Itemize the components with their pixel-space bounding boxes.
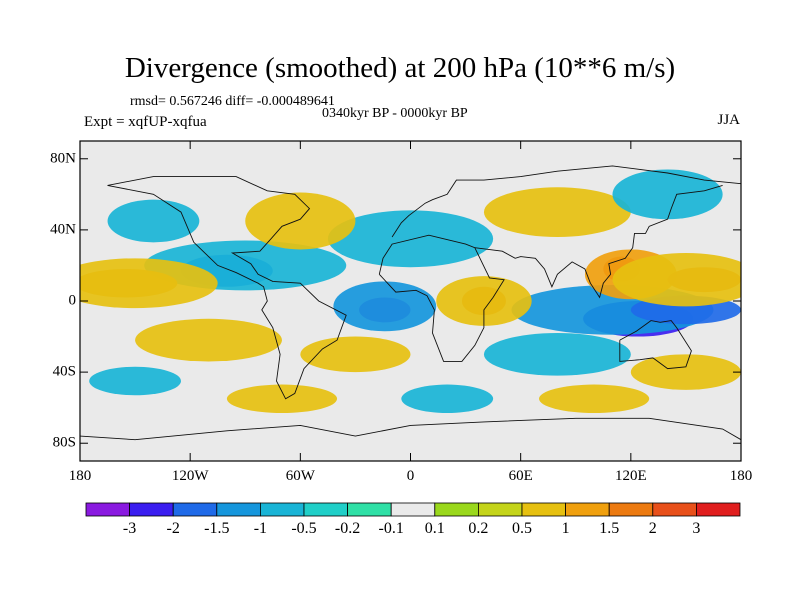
coastline bbox=[80, 417, 741, 441]
experiment-label: Expt = xqfUP-xqfua bbox=[84, 114, 207, 130]
lon-tick-label: 180 bbox=[68, 468, 92, 484]
divergence-blob bbox=[135, 318, 282, 362]
time-period-label: 0340kyr BP - 0000kyr BP bbox=[322, 106, 468, 121]
lon-tick-label: 0 bbox=[406, 468, 415, 484]
divergence-blob bbox=[612, 253, 741, 307]
divergence-blob bbox=[226, 384, 338, 413]
colorbar-swatch bbox=[521, 502, 566, 517]
lon-tick-label: 60E bbox=[508, 468, 533, 484]
axis-ticks bbox=[79, 141, 742, 461]
lon-tick-label: 60W bbox=[285, 468, 315, 484]
colorbar-tick-label: 3 bbox=[692, 520, 701, 537]
colorbar-swatch bbox=[129, 502, 174, 517]
colorbar-swatch bbox=[259, 502, 305, 517]
coastline bbox=[378, 234, 505, 362]
colorbar-swatch bbox=[477, 502, 523, 517]
divergence-blob bbox=[80, 258, 218, 309]
lat-tick-label: 40N bbox=[50, 221, 76, 238]
colorbar-tick-label: -0.1 bbox=[378, 520, 404, 537]
colorbar-swatch bbox=[390, 502, 436, 517]
colorbar bbox=[85, 502, 741, 517]
divergence-blob bbox=[333, 281, 437, 332]
colorbar-swatch bbox=[696, 502, 741, 517]
lon-tick-label: 180 bbox=[729, 468, 753, 484]
colorbar-swatch bbox=[565, 502, 610, 517]
divergence-blob bbox=[245, 192, 356, 250]
divergence-blob bbox=[436, 276, 532, 326]
coastline bbox=[391, 165, 741, 238]
divergence-blob bbox=[107, 199, 200, 243]
divergence-blob bbox=[612, 169, 723, 220]
colorbar-tick-label: -1 bbox=[253, 520, 268, 537]
lon-tick-label: 120W bbox=[171, 468, 209, 484]
colorbar-tick-label: -3 bbox=[122, 520, 137, 537]
colorbar-swatch bbox=[652, 502, 697, 517]
lat-tick-label: 80S bbox=[52, 434, 76, 451]
colorbar-swatch bbox=[303, 502, 348, 517]
coastline bbox=[107, 176, 347, 400]
divergence-blob bbox=[327, 210, 494, 268]
lat-tick-label: 0 bbox=[68, 292, 77, 309]
divergence-blob bbox=[630, 354, 741, 390]
colorbar-tick-label: -0.5 bbox=[291, 520, 317, 537]
divergence-blob bbox=[539, 384, 650, 413]
coastline bbox=[474, 184, 723, 299]
colorbar-swatch bbox=[347, 502, 392, 517]
colorbar-tick-label: 0.1 bbox=[424, 520, 445, 537]
colorbar-swatch bbox=[434, 502, 479, 517]
plot-title: Divergence (smoothed) at 200 hPa (10**6 … bbox=[124, 52, 676, 84]
colorbar-swatch bbox=[608, 502, 654, 517]
divergence-blob bbox=[89, 366, 181, 396]
divergence-blob bbox=[401, 384, 494, 413]
coastlines bbox=[80, 165, 741, 441]
colorbar-swatch bbox=[172, 502, 218, 517]
lat-tick-label: 40S bbox=[52, 363, 76, 380]
season-label: JJA bbox=[717, 112, 740, 128]
colorbar-swatch bbox=[85, 502, 130, 517]
colorbar-tick-label: 1.5 bbox=[599, 520, 620, 537]
divergence-blob bbox=[483, 187, 631, 237]
lat-tick-label: 80N bbox=[50, 150, 76, 167]
divergence-field bbox=[80, 169, 741, 413]
rmsd-diff-stats: rmsd= 0.567246 diff= -0.000489641 bbox=[130, 94, 335, 109]
coastline bbox=[619, 320, 692, 370]
colorbar-tick-label: 0.2 bbox=[468, 520, 489, 537]
colorbar-tick-label: 1 bbox=[561, 520, 570, 537]
colorbar-swatch bbox=[216, 502, 261, 517]
colorbar-tick-label: 0.5 bbox=[512, 520, 532, 537]
colorbar-tick-label: -2 bbox=[166, 520, 180, 537]
colorbar-tick-label: -1.5 bbox=[204, 520, 230, 537]
colorbar-tick-label: 2 bbox=[648, 520, 657, 537]
divergence-blob bbox=[483, 333, 631, 376]
lon-tick-label: 120E bbox=[614, 468, 647, 484]
colorbar-tick-label: -0.2 bbox=[334, 520, 361, 537]
